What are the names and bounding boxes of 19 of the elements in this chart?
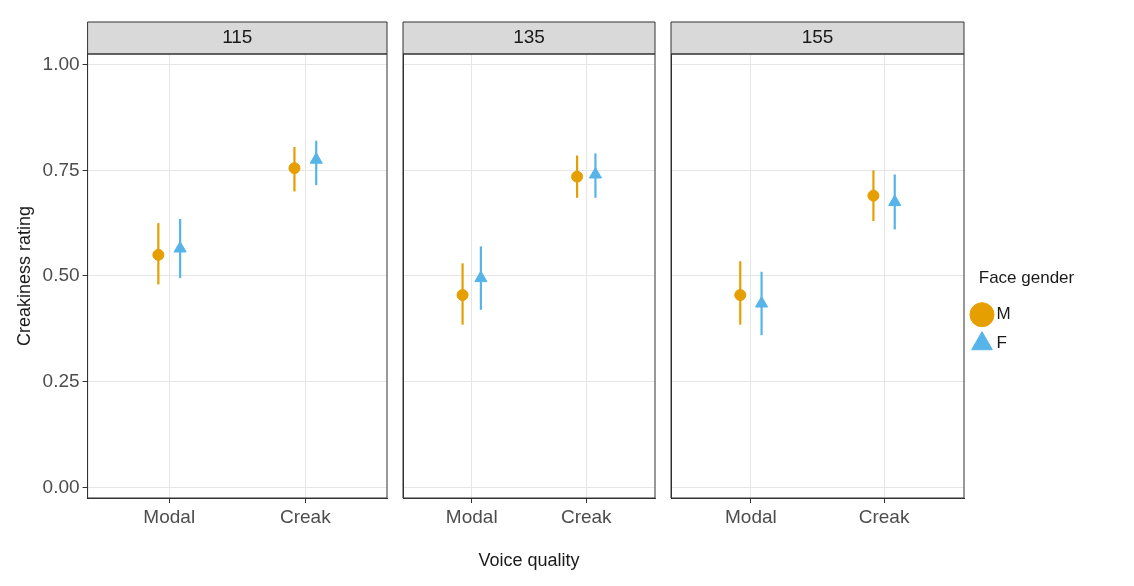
x-tick-label: Modal: [143, 505, 196, 527]
y-axis-title: Creakiness rating: [13, 205, 34, 347]
y-tick-label: 0.50: [42, 264, 80, 286]
y-tick-label: 0.75: [42, 158, 80, 180]
x-axis-title: Voice quality: [478, 550, 580, 571]
legend-title: Face gender: [978, 267, 1075, 287]
chart-title: 135: [513, 26, 545, 48]
chart-title: 115: [222, 26, 253, 48]
chart-title: 155: [801, 26, 834, 48]
y-tick-label: 0.25: [42, 369, 80, 391]
y-tick-label: 0.00: [42, 475, 80, 497]
x-tick-label: Creak: [858, 505, 910, 527]
legend-label: M: [996, 304, 1011, 324]
x-tick-label: Creak: [560, 505, 613, 527]
x-tick-label: Creak: [280, 505, 332, 527]
x-tick-label: Modal: [725, 505, 777, 527]
x-tick-label: Modal: [445, 505, 498, 527]
legend-label: F: [996, 333, 1007, 353]
y-tick-label: 1.00: [42, 52, 80, 74]
